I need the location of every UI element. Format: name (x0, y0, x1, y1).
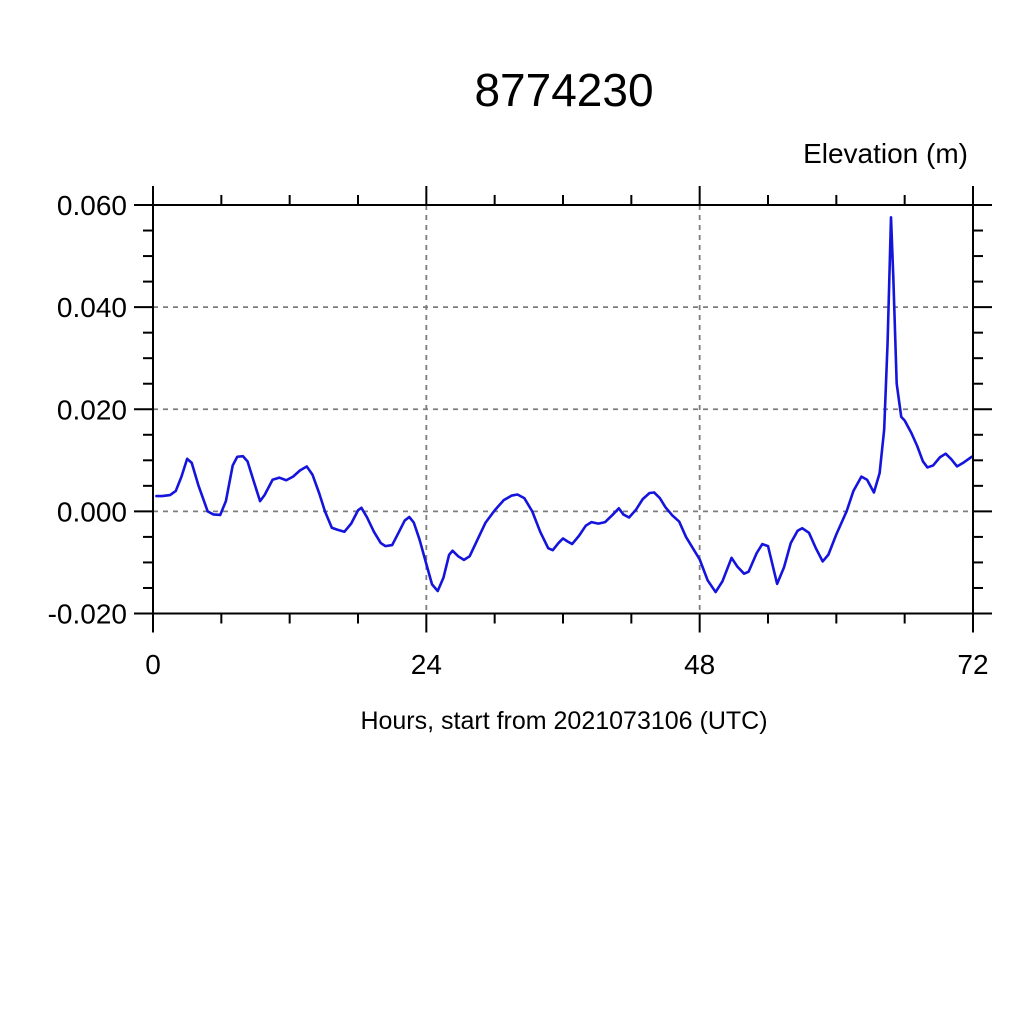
y-tick-label: 0.020 (57, 394, 127, 425)
y-tick-label: 0.000 (57, 496, 127, 527)
elevation-series-path (155, 215, 974, 594)
y-tick-label: -0.020 (48, 599, 127, 630)
x-tick-label: 24 (411, 649, 442, 680)
x-tick-label: 48 (684, 649, 715, 680)
axis-ticks (134, 186, 992, 633)
x-tick-label: 0 (145, 649, 161, 680)
x-axis-label: Hours, start from 2021073106 (UTC) (360, 707, 767, 735)
x-tick-label: 72 (957, 649, 988, 680)
tick-labels: 0.060 0.040 0.020 0.000 -0.020 0 24 48 72 (48, 190, 989, 680)
y-tick-label: 0.060 (57, 190, 127, 221)
gridlines (153, 205, 973, 614)
y-tick-label: 0.040 (57, 292, 127, 323)
series-line-elevation (155, 215, 974, 594)
y-axis-unit-label: Elevation (m) (803, 138, 968, 169)
chart-title: 8774230 (474, 64, 653, 116)
plot-frame (152, 204, 974, 615)
